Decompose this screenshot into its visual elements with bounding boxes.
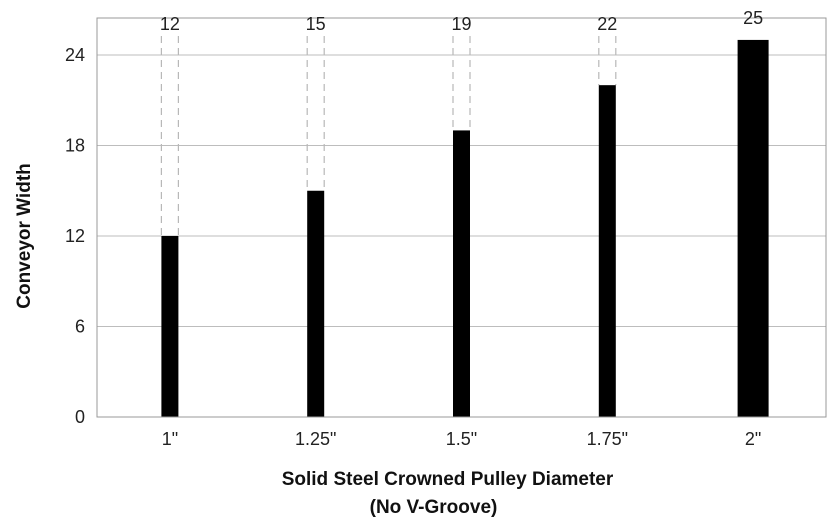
y-tick-label-24: 24 [65,45,85,65]
y-axis-ticks: 0 6 12 18 24 [65,45,85,427]
y-tick-label-0: 0 [75,407,85,427]
plot-frame [96,17,827,418]
data-label-2: 19 [451,14,471,34]
guide-layer [160,36,617,236]
guide-line-2 [452,36,471,131]
bar-layer [161,39,769,418]
data-label-4: 25 [743,8,763,28]
x-tick-label-0: 1" [162,429,178,449]
x-axis-ticks: 1" 1.25" 1.5" 1.75" 2" [162,429,762,449]
data-label-3: 22 [597,14,617,34]
guide-line-3 [598,36,617,86]
bar-4 [737,39,769,418]
data-label-1: 15 [306,14,326,34]
x-tick-label-1: 1.25" [295,429,336,449]
data-labels: 12 15 19 22 25 [160,8,763,34]
x-axis-title-line-1: Solid Steel Crowned Pulley Diameter [282,469,614,490]
bar-0 [161,236,179,417]
x-axis-title-line-2: (No V-Groove) [370,497,498,518]
bar-2 [453,130,470,417]
x-tick-label-4: 2" [745,429,761,449]
y-tick-label-6: 6 [75,317,85,337]
x-tick-label-2: 1.5" [446,429,477,449]
guide-line-1 [306,36,325,191]
bar-3 [598,85,616,418]
y-axis-title: Conveyor Width [14,163,35,309]
bar-1 [307,190,325,417]
guide-line-0 [160,36,179,236]
y-tick-label-18: 18 [65,136,85,156]
x-tick-label-3: 1.75" [587,429,628,449]
y-tick-label-12: 12 [65,226,85,246]
data-label-0: 12 [160,14,180,34]
